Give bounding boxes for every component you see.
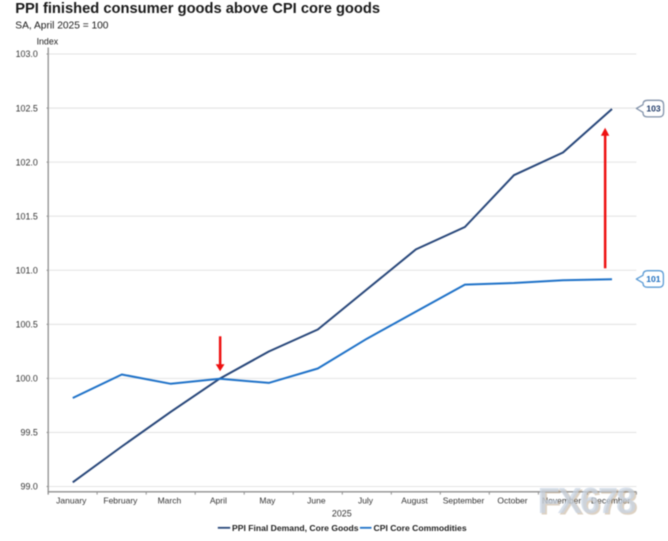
svg-text:April: April xyxy=(210,495,227,505)
svg-text:June: June xyxy=(307,495,326,505)
svg-text:100.5: 100.5 xyxy=(16,320,38,330)
svg-text:March: March xyxy=(158,495,182,505)
svg-text:November: November xyxy=(542,495,581,505)
svg-text:101.0: 101.0 xyxy=(16,266,38,276)
svg-text:February: February xyxy=(103,495,138,505)
svg-text:PPI finished consumer goods ab: PPI finished consumer goods above CPI co… xyxy=(15,1,380,17)
svg-text:FX678: FX678 xyxy=(539,482,637,523)
svg-text:100.0: 100.0 xyxy=(16,374,38,384)
svg-text:103: 103 xyxy=(646,104,661,114)
svg-text:99.5: 99.5 xyxy=(21,428,38,438)
svg-text:October: October xyxy=(497,495,527,505)
svg-text:January: January xyxy=(56,495,87,505)
svg-text:August: August xyxy=(401,495,428,505)
svg-text:September: September xyxy=(443,495,485,505)
svg-text:2025: 2025 xyxy=(332,508,352,518)
svg-text:103.0: 103.0 xyxy=(16,49,38,59)
svg-text:101.5: 101.5 xyxy=(16,211,38,221)
svg-text:99.0: 99.0 xyxy=(21,482,38,492)
svg-text:Index: Index xyxy=(37,37,59,47)
svg-text:FX678: FX678 xyxy=(538,480,636,521)
svg-text:May: May xyxy=(259,495,276,505)
svg-text:101: 101 xyxy=(646,274,661,284)
svg-text:PPI Final Demand, Core Goods: PPI Final Demand, Core Goods xyxy=(232,523,359,533)
svg-text:102.5: 102.5 xyxy=(16,103,38,113)
svg-text:July: July xyxy=(358,495,374,505)
svg-text:CPI Core Commodities: CPI Core Commodities xyxy=(374,523,467,533)
svg-text:December: December xyxy=(591,495,630,505)
svg-text:102.0: 102.0 xyxy=(16,157,38,167)
svg-text:SA, April 2025 = 100: SA, April 2025 = 100 xyxy=(15,20,109,31)
